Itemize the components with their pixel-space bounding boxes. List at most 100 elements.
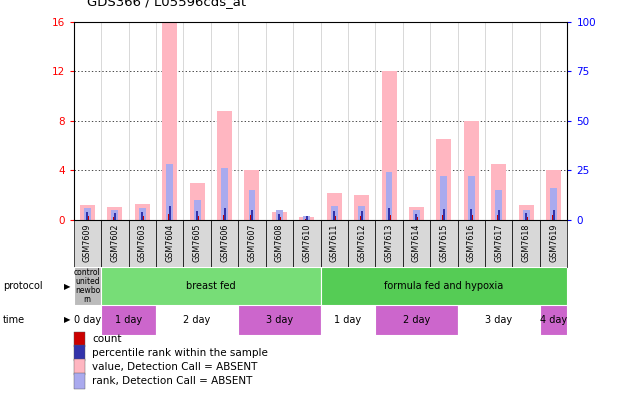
Bar [306,216,308,220]
Bar [84,208,91,220]
Bar [141,212,143,220]
Bar [139,208,146,220]
Text: 3 day: 3 day [266,315,293,325]
Bar [135,204,150,220]
Bar [540,220,567,267]
Bar [156,305,238,335]
Bar [442,215,445,220]
Text: GSM7604: GSM7604 [165,224,174,262]
Bar [74,345,85,361]
Bar [169,206,171,220]
Text: GSM7612: GSM7612 [357,224,366,262]
Bar [525,213,527,220]
Bar [162,22,177,220]
Bar [464,121,479,220]
Bar [320,267,567,305]
Text: GSM7618: GSM7618 [522,224,531,262]
Bar [278,217,281,220]
Text: count: count [92,334,122,345]
Bar [168,213,171,220]
Bar [87,212,88,220]
Bar [251,210,253,220]
Bar [360,216,363,220]
Bar [403,220,430,267]
Bar [196,211,198,220]
Text: GSM7611: GSM7611 [329,224,338,262]
Bar [497,215,500,220]
Bar [221,168,228,220]
Bar [523,210,529,220]
Text: value, Detection Call = ABSENT: value, Detection Call = ABSENT [92,362,257,372]
Bar [74,359,85,375]
Text: 2 day: 2 day [403,315,430,325]
Text: 1 day: 1 day [115,315,142,325]
Bar [249,190,255,220]
Bar [376,305,458,335]
Text: formula fed and hypoxia: formula fed and hypoxia [384,281,504,291]
Text: 2 day: 2 day [183,315,211,325]
Bar [333,216,336,220]
Text: percentile rank within the sample: percentile rank within the sample [92,348,268,358]
Bar [183,220,211,267]
Text: GSM7603: GSM7603 [138,224,147,262]
Bar [512,220,540,267]
Bar [299,217,314,220]
Bar [101,305,156,335]
Bar [491,164,506,220]
Bar [244,170,260,220]
Bar [440,176,447,220]
Bar [524,217,528,220]
Text: rank, Detection Call = ABSENT: rank, Detection Call = ABSENT [92,376,253,386]
Bar [470,209,472,220]
Bar [388,215,390,220]
Text: GDS366 / L05596cds_at: GDS366 / L05596cds_at [87,0,246,8]
Text: ▶: ▶ [64,282,71,291]
Text: GSM7614: GSM7614 [412,224,421,262]
Bar [386,172,392,220]
Bar [305,219,308,220]
Bar [129,220,156,267]
Bar [540,305,567,335]
Bar [327,192,342,220]
Bar [74,373,85,389]
Bar [553,210,554,220]
Bar [413,210,420,220]
Bar [196,216,199,220]
Text: GSM7606: GSM7606 [220,224,229,262]
Bar [552,215,555,220]
Bar [80,205,95,220]
Bar [74,267,101,305]
Bar [211,220,238,267]
Bar [333,211,335,220]
Bar [376,220,403,267]
Text: 3 day: 3 day [485,315,512,325]
Bar [470,215,473,220]
Bar [101,267,320,305]
Bar [381,71,397,220]
Text: breast fed: breast fed [186,281,236,291]
Bar [409,208,424,220]
Bar [194,200,201,220]
Bar [238,305,320,335]
Text: ▶: ▶ [64,315,71,324]
Bar [251,215,253,220]
Bar [320,220,348,267]
Bar [190,183,204,220]
Bar [278,214,280,220]
Bar [265,220,293,267]
Text: GSM7615: GSM7615 [439,224,449,262]
Bar [303,216,310,220]
Bar [361,211,363,220]
Bar [348,220,376,267]
Bar [156,220,183,267]
Bar [415,214,417,220]
Text: 4 day: 4 day [540,315,567,325]
Bar [107,208,122,220]
Bar [74,220,101,267]
Bar [224,208,226,220]
Bar [358,206,365,220]
Text: GSM7602: GSM7602 [110,224,119,262]
Text: protocol: protocol [3,281,43,291]
Text: control
united
newbo
rn: control united newbo rn [74,268,101,304]
Bar [546,170,561,220]
